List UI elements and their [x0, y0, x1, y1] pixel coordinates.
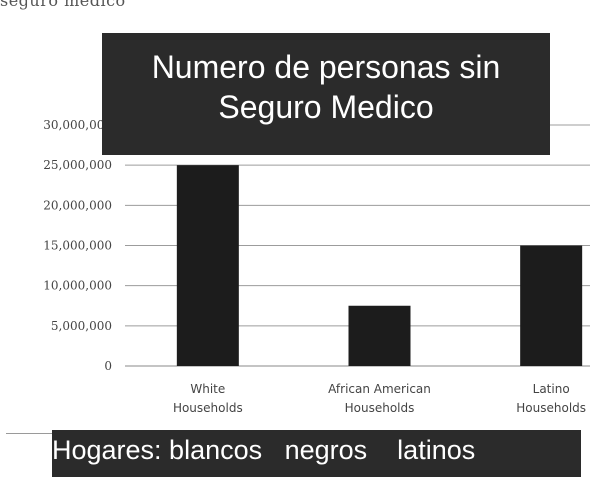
cropped-header-text: seguro medico: [0, 0, 126, 10]
y-tick-label: 0: [104, 359, 112, 373]
x-category-label: Households: [345, 401, 415, 415]
x-category-label: African American: [328, 382, 431, 396]
y-tick-label: 5,000,000: [51, 319, 112, 333]
x-category-label: Households: [173, 401, 243, 415]
caption-rule: [6, 433, 54, 434]
x-category-label: White: [190, 382, 225, 396]
bar: [348, 305, 411, 366]
y-tick-label: 25,000,000: [43, 158, 112, 172]
x-category-label: Latino: [533, 382, 570, 396]
chart-title-box: Numero de personas sin Seguro Medico: [102, 33, 550, 155]
x-category-label: Households: [516, 401, 586, 415]
bar: [176, 165, 239, 366]
x-axis-categories: White Households African American Household…: [173, 382, 586, 415]
y-tick-label: 10,000,000: [43, 279, 112, 293]
y-tick-label: 20,000,000: [43, 198, 112, 212]
y-tick-label: 15,000,000: [43, 239, 112, 253]
bar: [520, 245, 583, 366]
bars: [176, 165, 583, 366]
y-tick-label: 30,000,000: [43, 118, 112, 132]
chart-title-line-1: Numero de personas sin: [151, 49, 501, 85]
y-axis-ticks: 0 5,000,000 10,000,000 15,000,000 20,000,000…: [43, 118, 112, 373]
chart-caption: Hogares: blancos negros latinos: [52, 430, 581, 477]
chart-title-line-2: Seguro Medico: [218, 89, 434, 125]
